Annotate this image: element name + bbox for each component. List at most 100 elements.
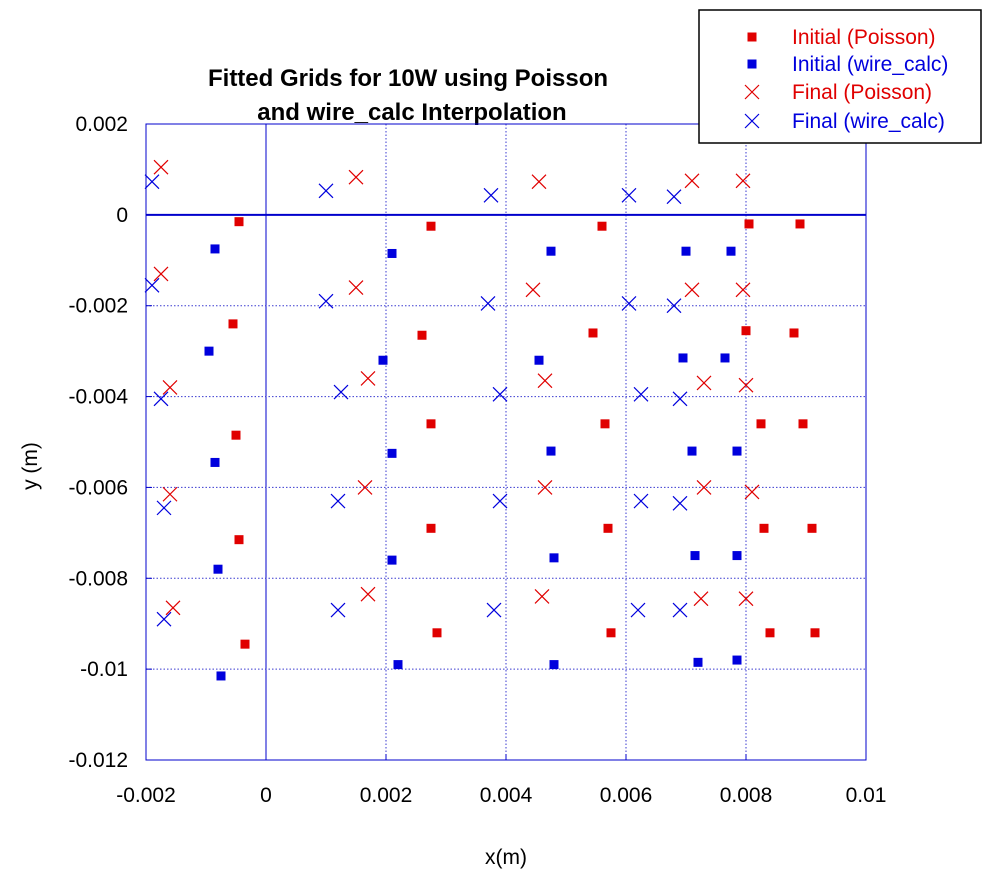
chart-title-line-1: Fitted Grids for 10W using Poisson (208, 65, 608, 92)
point-final-wire-calc (483, 187, 499, 203)
point-final-poisson (744, 484, 760, 500)
point-final-poisson (684, 282, 700, 298)
y-tick-label: -0.01 (80, 658, 128, 681)
legend-label-initial-poisson: Initial (Poisson) (792, 26, 936, 49)
point-initial-poisson (759, 523, 769, 533)
point-final-poisson (738, 377, 754, 393)
point-initial-poisson (600, 419, 610, 429)
y-axis-label: y (m) (19, 442, 42, 490)
point-final-wire-calc (621, 296, 637, 311)
point-final-poisson (537, 480, 553, 495)
point-final-poisson (738, 591, 754, 607)
point-final-poisson (735, 282, 751, 298)
point-initial-poisson (765, 628, 775, 638)
legend-marker-initial-wire-calc (747, 59, 757, 69)
point-final-wire-calc (318, 183, 334, 199)
legend-marker-final-wire-calc (744, 113, 760, 129)
point-initial-wire-calc (732, 446, 742, 456)
point-initial-poisson (432, 628, 442, 638)
point-initial-poisson (588, 328, 598, 338)
point-initial-wire-calc (210, 244, 220, 254)
point-initial-wire-calc (387, 448, 397, 458)
point-final-poisson (348, 169, 364, 185)
point-final-poisson (360, 586, 376, 602)
y-tick-label: -0.004 (68, 386, 128, 409)
point-initial-wire-calc (387, 555, 397, 565)
point-final-poisson (525, 282, 541, 298)
point-final-wire-calc (492, 386, 508, 402)
y-tick-label: 0 (116, 204, 128, 227)
x-tick-label: 0.004 (480, 784, 533, 807)
point-initial-wire-calc (546, 446, 556, 456)
point-final-wire-calc (330, 602, 346, 618)
data-markers (144, 159, 820, 681)
x-tick-label: 0.008 (720, 784, 773, 807)
point-initial-wire-calc (213, 564, 223, 574)
point-final-wire-calc (333, 384, 349, 400)
point-initial-poisson (240, 639, 250, 649)
point-initial-poisson (228, 319, 238, 329)
point-initial-poisson (789, 328, 799, 338)
point-initial-wire-calc (210, 457, 220, 467)
point-final-wire-calc (633, 386, 649, 402)
point-initial-poisson (795, 219, 805, 229)
point-initial-wire-calc (534, 355, 544, 365)
point-final-poisson (696, 375, 712, 391)
point-initial-wire-calc (549, 660, 559, 670)
point-final-poisson (696, 480, 712, 495)
point-initial-wire-calc (378, 355, 388, 365)
x-tick-label: 0 (260, 784, 272, 807)
point-initial-wire-calc (549, 553, 559, 563)
legend-label-final-wire-calc: Final (wire_calc) (792, 110, 945, 133)
point-initial-wire-calc (216, 671, 226, 681)
point-initial-wire-calc (693, 657, 703, 667)
point-initial-poisson (597, 221, 607, 231)
y-tick-label: -0.006 (68, 476, 128, 499)
point-final-wire-calc (672, 495, 688, 511)
point-initial-wire-calc (678, 353, 688, 363)
point-final-poisson (348, 280, 364, 295)
point-final-poisson (162, 486, 178, 502)
point-initial-poisson (603, 523, 613, 533)
point-initial-wire-calc (387, 248, 397, 258)
point-initial-wire-calc (687, 446, 697, 456)
point-final-poisson (684, 173, 700, 189)
legend-box (698, 9, 982, 144)
point-initial-poisson (231, 430, 241, 440)
legend-label-initial-wire-calc: Initial (wire_calc) (792, 53, 948, 76)
point-initial-poisson (426, 419, 436, 429)
point-initial-poisson (606, 628, 616, 638)
point-initial-wire-calc (393, 660, 403, 670)
x-tick-label: 0.002 (360, 784, 413, 807)
chart-title-line-2: and wire_calc Interpolation (257, 99, 566, 126)
x-axis-label: x(m) (485, 846, 527, 869)
point-final-poisson (165, 600, 181, 616)
x-axis-ticks: -0.002 0 0.002 0.004 0.006 0.008 0.01 (116, 754, 886, 807)
x-tick-label: 0.01 (846, 784, 887, 807)
point-final-wire-calc (153, 391, 169, 407)
point-final-poisson (531, 174, 547, 190)
point-final-poisson (357, 480, 373, 495)
legend-marker-final-poisson (744, 84, 760, 100)
point-final-wire-calc (672, 391, 688, 407)
point-initial-wire-calc (732, 655, 742, 665)
point-initial-poisson (417, 330, 427, 340)
point-initial-poisson (807, 523, 817, 533)
point-final-wire-calc (492, 493, 508, 509)
point-final-poisson (153, 159, 169, 175)
point-final-wire-calc (666, 189, 682, 205)
point-initial-poisson (426, 221, 436, 231)
y-tick-label: -0.008 (68, 567, 128, 590)
point-initial-poisson (744, 219, 754, 229)
y-tick-label: -0.012 (68, 749, 128, 772)
point-final-wire-calc (144, 277, 160, 293)
point-final-poisson (693, 591, 709, 607)
point-final-poisson (735, 173, 751, 189)
legend: Initial (Poisson) Initial (wire_calc) Fina… (698, 9, 982, 144)
y-tick-label: 0.002 (75, 113, 128, 136)
point-final-wire-calc (480, 296, 496, 311)
point-final-wire-calc (144, 174, 160, 190)
legend-label-final-poisson: Final (Poisson) (792, 81, 932, 104)
point-initial-poisson (234, 535, 244, 545)
